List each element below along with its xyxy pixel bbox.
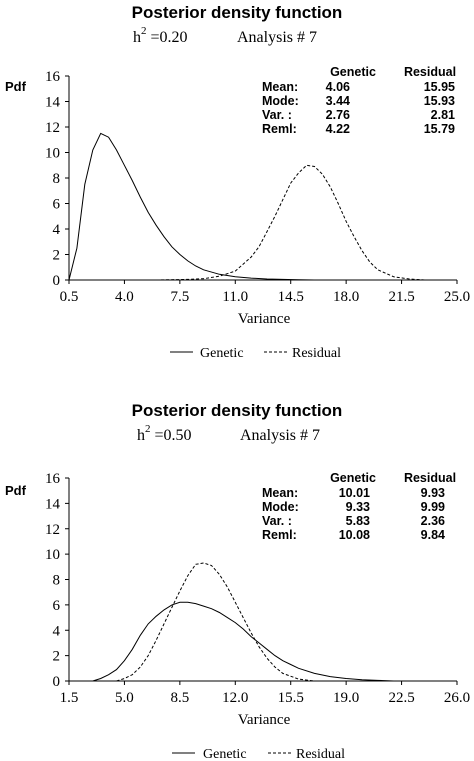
- x-tick-label: 0.5: [60, 289, 79, 305]
- x-tick-label: 7.5: [170, 289, 189, 305]
- chart-panel-top: Posterior density function h2 =0.20 Anal…: [0, 0, 474, 380]
- x-axis-label: Variance: [238, 712, 291, 728]
- series-line-genetic: [68, 132, 315, 281]
- stats-label-var: Var. :: [262, 514, 292, 528]
- stats-label-mean: Mean:: [262, 486, 298, 500]
- x-tick-label: 1.5: [60, 690, 79, 706]
- stats-label-var: Var. :: [262, 108, 292, 122]
- y-tick-label: 8: [53, 171, 61, 187]
- analysis-label: Analysis # 7: [237, 29, 317, 46]
- stats-residual-var: 2.36: [421, 514, 445, 528]
- stats-genetic-mean: 4.06: [326, 80, 350, 94]
- stats-genetic-var: 5.83: [346, 514, 370, 528]
- plot-area: 0 2 4 6 8 10 12 14 16 0.5 4.0 7.5 11.0 14.5 18.0 21.5 25…: [45, 69, 470, 305]
- stats-table: Genetic Residual Mean: 4.06 15.95 Mode: …: [262, 65, 456, 136]
- y-tick-label: 12: [45, 522, 60, 538]
- y-tick-label: 14: [45, 95, 61, 111]
- series-line-residual: [116, 562, 315, 682]
- y-tick-label: 16: [45, 69, 61, 85]
- x-tick-label: 4.0: [115, 289, 134, 305]
- y-axis-label: Pdf: [5, 483, 27, 498]
- series-line-genetic: [92, 601, 394, 682]
- stats-label-mean: Mean:: [262, 80, 298, 94]
- x-tick-label: 11.0: [222, 289, 248, 305]
- h-superscript: 2: [141, 25, 147, 37]
- y-tick-label: 4: [53, 623, 61, 639]
- x-tick-label: 21.5: [388, 289, 414, 305]
- stats-residual-reml: 9.84: [421, 528, 445, 542]
- y-tick-label: 16: [45, 471, 61, 487]
- y-tick-label: 4: [53, 222, 61, 238]
- chart-panel-bottom: Posterior density function h2 =0.50 Anal…: [0, 398, 474, 761]
- x-tick-label: 18.0: [333, 289, 359, 305]
- x-tick-label: 26.0: [444, 690, 470, 706]
- x-tick-label: 15.5: [278, 690, 304, 706]
- x-tick-label: 25.0: [444, 289, 470, 305]
- stats-label-mode: Mode:: [262, 94, 299, 108]
- x-tick-label: 12.0: [222, 690, 248, 706]
- y-tick-label: 6: [53, 197, 61, 213]
- x-tick-label: 14.5: [278, 289, 304, 305]
- stats-header-genetic: Genetic: [330, 65, 376, 79]
- h-value: =0.50: [151, 427, 192, 444]
- stats-label-mode: Mode:: [262, 500, 299, 514]
- stats-residual-mode: 9.99: [421, 500, 445, 514]
- stats-header-residual: Residual: [404, 471, 456, 485]
- legend: Genetic Residual: [170, 346, 341, 361]
- h-value: =0.20: [147, 29, 188, 46]
- plot-area: 0 2 4 6 8 10 12 14 16 1.5 5.0 8.5 12.0 15.5 19.0 22.5 26…: [45, 471, 470, 706]
- stats-genetic-var: 2.76: [326, 108, 350, 122]
- x-tick-label: 22.5: [388, 690, 414, 706]
- chart-bottom-svg: Posterior density function h2 =0.50 Anal…: [5, 401, 470, 761]
- y-tick-label: 0: [53, 273, 61, 289]
- stats-header-residual: Residual: [404, 65, 456, 79]
- h-label: h: [137, 427, 145, 444]
- stats-genetic-reml: 10.08: [339, 528, 370, 542]
- stats-genetic-mode: 3.44: [326, 94, 350, 108]
- stats-residual-var: 2.81: [431, 108, 455, 122]
- y-tick-label: 2: [53, 248, 61, 264]
- h-superscript: 2: [145, 423, 151, 435]
- y-tick-label: 10: [45, 547, 60, 563]
- chart-title: Posterior density function: [132, 401, 343, 420]
- x-tick-label: 5.0: [115, 690, 134, 706]
- stats-residual-mean: 15.95: [424, 80, 455, 94]
- y-tick-label: 8: [53, 573, 61, 589]
- chart-top-svg: Posterior density function h2 =0.20 Anal…: [5, 3, 470, 361]
- analysis-label: Analysis # 7: [240, 427, 320, 444]
- h-label: h: [133, 29, 141, 46]
- series-line-residual: [156, 164, 426, 281]
- y-tick-label: 10: [45, 146, 60, 162]
- y-axis-label: Pdf: [5, 79, 27, 94]
- chart-subtitle: h2 =0.20: [133, 25, 188, 46]
- stats-residual-mean: 9.93: [421, 486, 445, 500]
- stats-table: Genetic Residual Mean: 10.01 9.93 Mode: …: [262, 471, 456, 542]
- chart-subtitle: h2 =0.50: [137, 423, 192, 444]
- legend-residual-label: Residual: [292, 346, 341, 361]
- stats-header-genetic: Genetic: [330, 471, 376, 485]
- stats-genetic-reml: 4.22: [326, 122, 350, 136]
- stats-genetic-mean: 10.01: [339, 486, 370, 500]
- stats-residual-mode: 15.93: [424, 94, 455, 108]
- stats-residual-reml: 15.79: [424, 122, 455, 136]
- stats-genetic-mode: 9.33: [346, 500, 370, 514]
- x-tick-label: 19.0: [333, 690, 359, 706]
- legend-residual-label: Residual: [296, 747, 345, 761]
- y-tick-label: 6: [53, 598, 61, 614]
- stats-label-reml: Reml:: [262, 528, 297, 542]
- legend: Genetic Residual: [172, 747, 345, 761]
- y-tick-label: 0: [53, 674, 61, 690]
- legend-genetic-label: Genetic: [203, 747, 247, 761]
- x-axis-label: Variance: [238, 311, 291, 327]
- legend-genetic-label: Genetic: [200, 346, 244, 361]
- y-tick-label: 2: [53, 649, 61, 665]
- chart-title: Posterior density function: [132, 3, 343, 22]
- y-tick-label: 14: [45, 496, 61, 512]
- stats-label-reml: Reml:: [262, 122, 297, 136]
- x-tick-label: 8.5: [170, 690, 189, 706]
- y-tick-label: 12: [45, 120, 60, 136]
